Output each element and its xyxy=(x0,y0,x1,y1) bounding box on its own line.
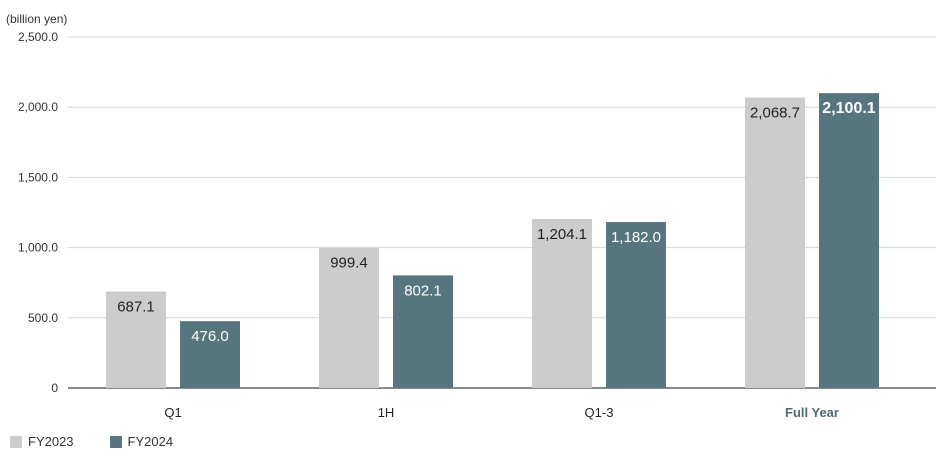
data-label: 687.1 xyxy=(117,299,155,316)
legend-item-fy2024: FY2024 xyxy=(109,434,174,449)
y-tick-label: 1,000.0 xyxy=(18,241,58,255)
x-tick-label: Q1 xyxy=(164,405,181,420)
data-label: 1,182.0 xyxy=(611,229,661,246)
legend-label-fy2023: FY2023 xyxy=(28,434,74,449)
bar-fy2024-q1-3 xyxy=(606,222,666,388)
bar-fy2023-q1-3 xyxy=(532,218,592,388)
y-tick-label: 1,500.0 xyxy=(18,170,58,184)
bar-fy2024-q1 xyxy=(180,321,240,388)
legend-label-fy2024: FY2024 xyxy=(127,434,174,449)
data-label: 476.0 xyxy=(191,328,229,345)
legend-swatch-fy2024 xyxy=(109,435,122,448)
bar-fy2023-full-year xyxy=(745,97,805,389)
y-axis-unit-label: (billion yen) xyxy=(6,12,67,26)
data-label: 2,068.7 xyxy=(750,105,800,122)
x-tick-label: 1H xyxy=(378,405,395,420)
data-label: 2,100.1 xyxy=(822,100,875,117)
y-tick-label: 2,500.0 xyxy=(18,30,58,44)
legend-swatch-fy2023 xyxy=(10,435,22,448)
legend-item-fy2023: FY2023 xyxy=(10,434,74,449)
x-tick-label: Full Year xyxy=(785,405,839,420)
legend: FY2023 FY2024 xyxy=(10,434,173,449)
bar-fy2024-full-year xyxy=(819,93,879,388)
bar-fy2024-1h xyxy=(393,275,453,388)
y-tick-label: 2,000.0 xyxy=(18,100,58,114)
data-label: 999.4 xyxy=(330,255,368,272)
y-tick-label: 0 xyxy=(51,381,58,395)
bar-fy2023-q1 xyxy=(106,291,166,388)
data-label: 1,204.1 xyxy=(537,226,587,243)
x-tick-label: Q1-3 xyxy=(585,405,614,420)
bar-fy2023-1h xyxy=(319,247,379,388)
data-label: 802.1 xyxy=(404,282,442,299)
y-tick-label: 500.0 xyxy=(28,311,58,325)
